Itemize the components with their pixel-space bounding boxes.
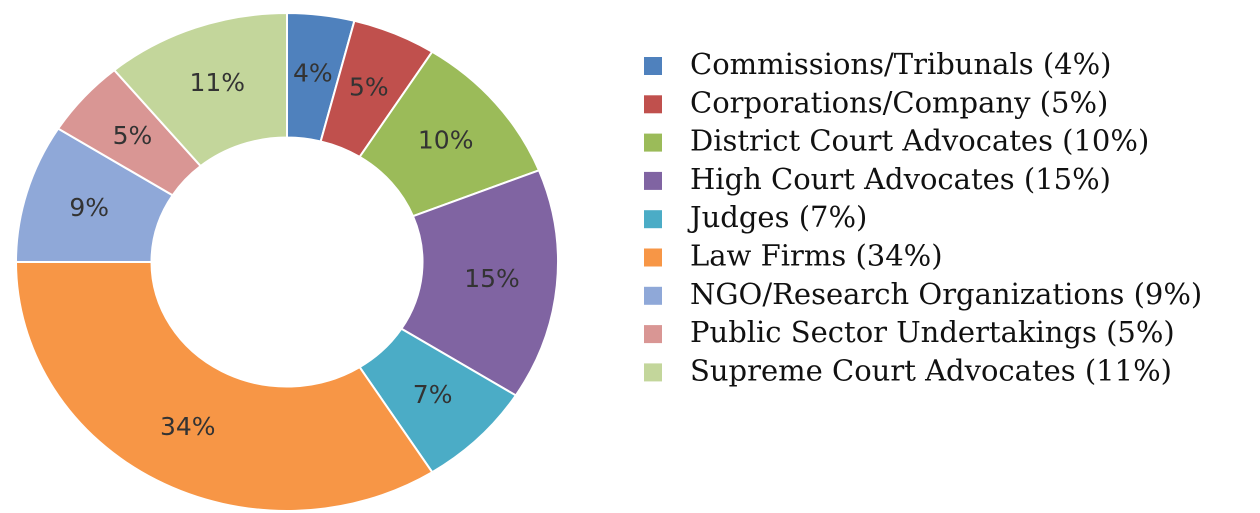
legend-swatch: [644, 325, 662, 344]
slice: [399, 169, 559, 397]
data-label: 7%: [413, 380, 453, 409]
legend-swatch: [644, 210, 662, 229]
legend-swatch: [644, 57, 662, 75]
legend-label: High Court Advocates (15%): [690, 162, 1111, 196]
data-label: 4%: [293, 58, 333, 87]
data-label: 9%: [69, 193, 109, 222]
data-label: 5%: [349, 72, 389, 101]
data-label: 5%: [113, 121, 153, 150]
legend-label: NGO/Research Organizations (9%): [690, 277, 1202, 311]
data-label: 15%: [464, 264, 520, 293]
data-label: 10%: [418, 125, 474, 154]
data-label: 11%: [189, 68, 245, 97]
data-label: 34%: [160, 412, 216, 441]
slice: [14, 261, 434, 512]
legend-label: Corporations/Company (5%): [690, 85, 1108, 119]
legend-label: District Court Advocates (10%): [690, 124, 1149, 158]
legend-swatch: [644, 95, 662, 114]
legend-label: Judges (7%): [687, 200, 867, 234]
legend-label: Commissions/Tribunals (4%): [690, 47, 1111, 81]
legend-label: Public Sector Undertakings (5%): [690, 315, 1175, 349]
legend-swatch: [644, 363, 662, 382]
legend-label: Supreme Court Advocates (11%): [690, 353, 1172, 387]
legend-swatch: [644, 286, 662, 305]
legend-swatch: [644, 248, 662, 267]
legend-swatch: [644, 133, 662, 152]
legend-label: Law Firms (34%): [690, 239, 943, 273]
legend-swatch: [644, 171, 662, 190]
slice: [112, 11, 288, 168]
